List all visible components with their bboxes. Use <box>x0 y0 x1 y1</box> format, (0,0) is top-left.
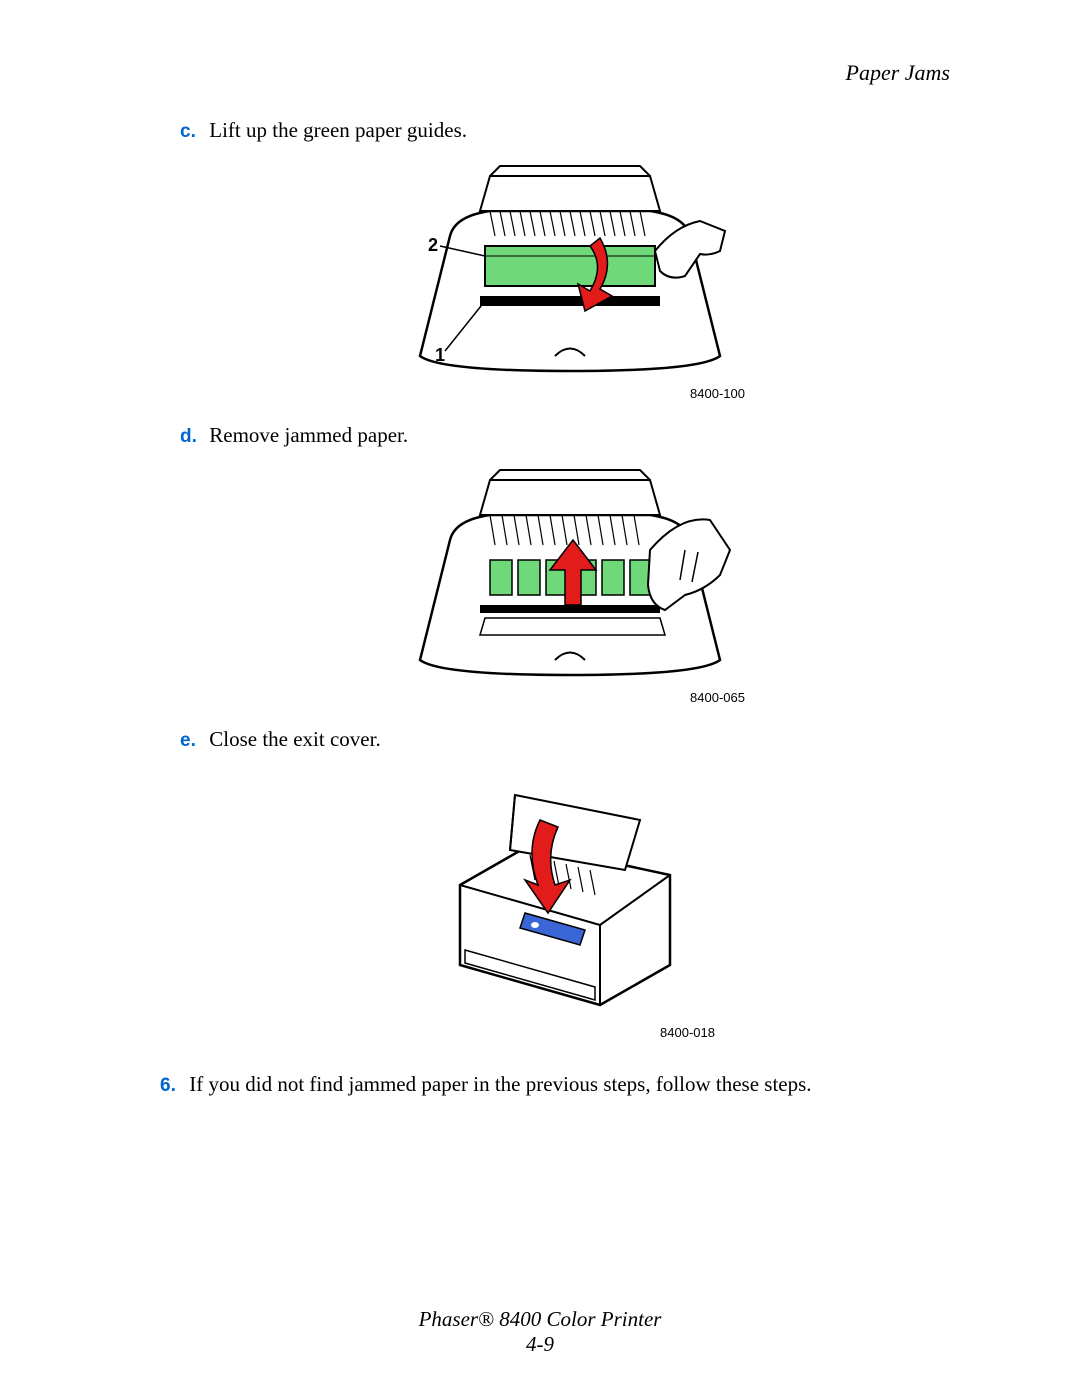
section-header: Paper Jams <box>180 60 960 86</box>
page-footer: Phaser® 8400 Color Printer 4-9 <box>0 1307 1080 1357</box>
step-e-letter: e. <box>180 728 204 755</box>
step-c: c. Lift up the green paper guides. <box>180 116 960 146</box>
step-6: 6. If you did not find jammed paper in t… <box>160 1070 960 1100</box>
step-6-text: If you did not find jammed paper in the … <box>189 1072 811 1096</box>
figure-e-id: 8400-018 <box>415 1025 725 1040</box>
figure-d-id: 8400-065 <box>385 690 755 705</box>
figure-d-illustration <box>390 460 750 690</box>
step-e-text: Close the exit cover. <box>209 727 380 751</box>
footer-page-number: 4-9 <box>0 1332 1080 1357</box>
step-c-text: Lift up the green paper guides. <box>209 118 467 142</box>
step-6-number: 6. <box>160 1073 184 1100</box>
callout-1: 1 <box>435 345 445 365</box>
callout-2: 2 <box>428 235 438 255</box>
figure-c-wrap: 2 1 8400-100 <box>180 156 960 401</box>
page-content: Paper Jams c. Lift up the green paper gu… <box>0 0 1080 1397</box>
step-d: d. Remove jammed paper. <box>180 421 960 451</box>
figure-e-wrap: 8400-018 <box>180 765 960 1040</box>
step-d-letter: d. <box>180 424 204 451</box>
figure-c-id: 8400-100 <box>385 386 755 401</box>
step-d-text: Remove jammed paper. <box>209 423 408 447</box>
footer-product: Phaser® 8400 Color Printer <box>419 1307 662 1331</box>
figure-d-wrap: 8400-065 <box>180 460 960 705</box>
step-e: e. Close the exit cover. <box>180 725 960 755</box>
step-c-letter: c. <box>180 119 204 146</box>
figure-c-illustration: 2 1 <box>390 156 750 386</box>
figure-e-illustration <box>420 765 720 1025</box>
